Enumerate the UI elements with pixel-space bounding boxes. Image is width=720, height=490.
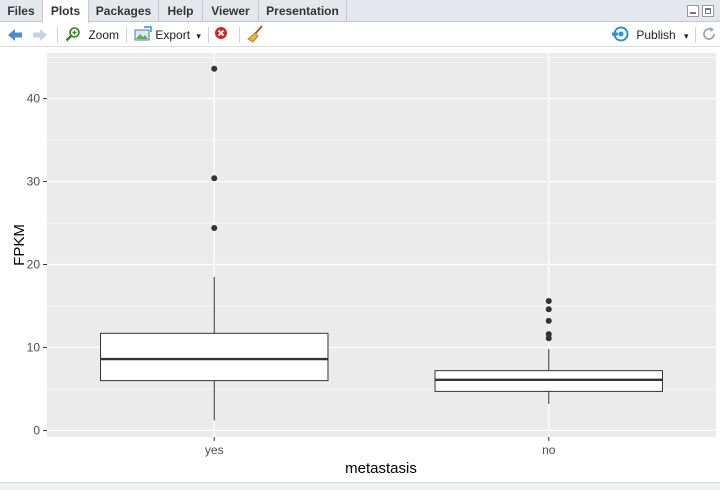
refresh-icon xyxy=(703,27,715,40)
forward-arrow-button[interactable] xyxy=(31,25,49,45)
forward-arrow-icon xyxy=(33,29,47,41)
outlier-point xyxy=(545,317,552,324)
y-tick-label: 30 xyxy=(27,175,41,189)
toolbar-divider xyxy=(695,27,696,43)
toolbar-divider xyxy=(239,27,240,43)
publish-dropdown-caret: ▾ xyxy=(684,31,689,41)
tab-packages[interactable]: Packages xyxy=(89,0,159,22)
y-axis-ticks: 0 10 20 30 40 xyxy=(27,92,47,437)
box-iqr xyxy=(434,370,663,392)
remove-plot-icon xyxy=(215,27,227,39)
publish-button[interactable]: Publish ▾ xyxy=(612,25,689,45)
toolbar-divider xyxy=(126,27,127,43)
refresh-plot-button[interactable] xyxy=(701,25,717,45)
boxplot-series xyxy=(100,65,663,421)
tab-files[interactable]: Files xyxy=(0,0,43,22)
pane-bottom-edge xyxy=(0,482,720,490)
broom-icon xyxy=(247,25,263,43)
outlier-point xyxy=(545,335,552,342)
y-tick-label: 10 xyxy=(27,340,41,354)
tab-help[interactable]: Help xyxy=(159,0,203,22)
plot-viewer: 0 10 20 30 40 yes no FPKM metastasis xyxy=(0,48,720,482)
tab-viewer[interactable]: Viewer xyxy=(203,0,259,22)
x-tick-label: yes xyxy=(205,443,224,457)
x-tick-label: no xyxy=(542,443,556,457)
tab-presentation[interactable]: Presentation xyxy=(259,0,347,22)
tab-plots[interactable]: Plots xyxy=(43,0,89,23)
minimize-pane-button[interactable] xyxy=(687,5,699,17)
remove-plot-button[interactable] xyxy=(214,25,230,45)
back-arrow-icon xyxy=(8,29,22,41)
outlier-point xyxy=(211,175,218,182)
y-tick-label: 0 xyxy=(33,423,40,437)
box-no xyxy=(434,297,663,404)
publish-label: Publish xyxy=(636,28,676,42)
toolbar-divider xyxy=(208,27,209,43)
outlier-point xyxy=(545,306,552,313)
publish-icon xyxy=(612,26,629,42)
boxplot-chart: 0 10 20 30 40 yes no FPKM metastasis xyxy=(11,53,716,477)
clear-all-plots-button[interactable] xyxy=(247,25,265,45)
outlier-point xyxy=(545,297,552,304)
x-axis-label: metastasis xyxy=(345,460,417,477)
plots-toolbar: Zoom Export ▾ Publish ▾ xyxy=(0,23,720,47)
export-button[interactable]: Export ▾ xyxy=(134,25,201,45)
box-iqr xyxy=(100,332,329,382)
maximize-pane-button[interactable] xyxy=(702,5,714,17)
y-tick-label: 20 xyxy=(27,257,41,271)
pane-tab-bar: Files Plots Packages Help Viewer Present… xyxy=(0,0,720,23)
pane-window-controls xyxy=(684,5,714,23)
y-axis-label: FPKM xyxy=(11,224,28,266)
outlier-point xyxy=(211,65,218,72)
zoom-button[interactable]: Zoom xyxy=(65,25,119,45)
export-image-icon xyxy=(134,26,152,41)
zoom-magnifier-icon xyxy=(65,27,80,42)
back-arrow-button[interactable] xyxy=(6,25,24,45)
export-label: Export xyxy=(155,28,191,42)
toolbar-divider xyxy=(57,27,58,43)
x-axis-ticks: yes no xyxy=(205,437,556,457)
outlier-point xyxy=(545,331,552,338)
outlier-point xyxy=(211,224,218,231)
y-tick-label: 40 xyxy=(27,92,41,106)
box-yes xyxy=(100,65,329,421)
export-dropdown-caret: ▾ xyxy=(196,31,201,41)
zoom-label: Zoom xyxy=(88,28,120,42)
